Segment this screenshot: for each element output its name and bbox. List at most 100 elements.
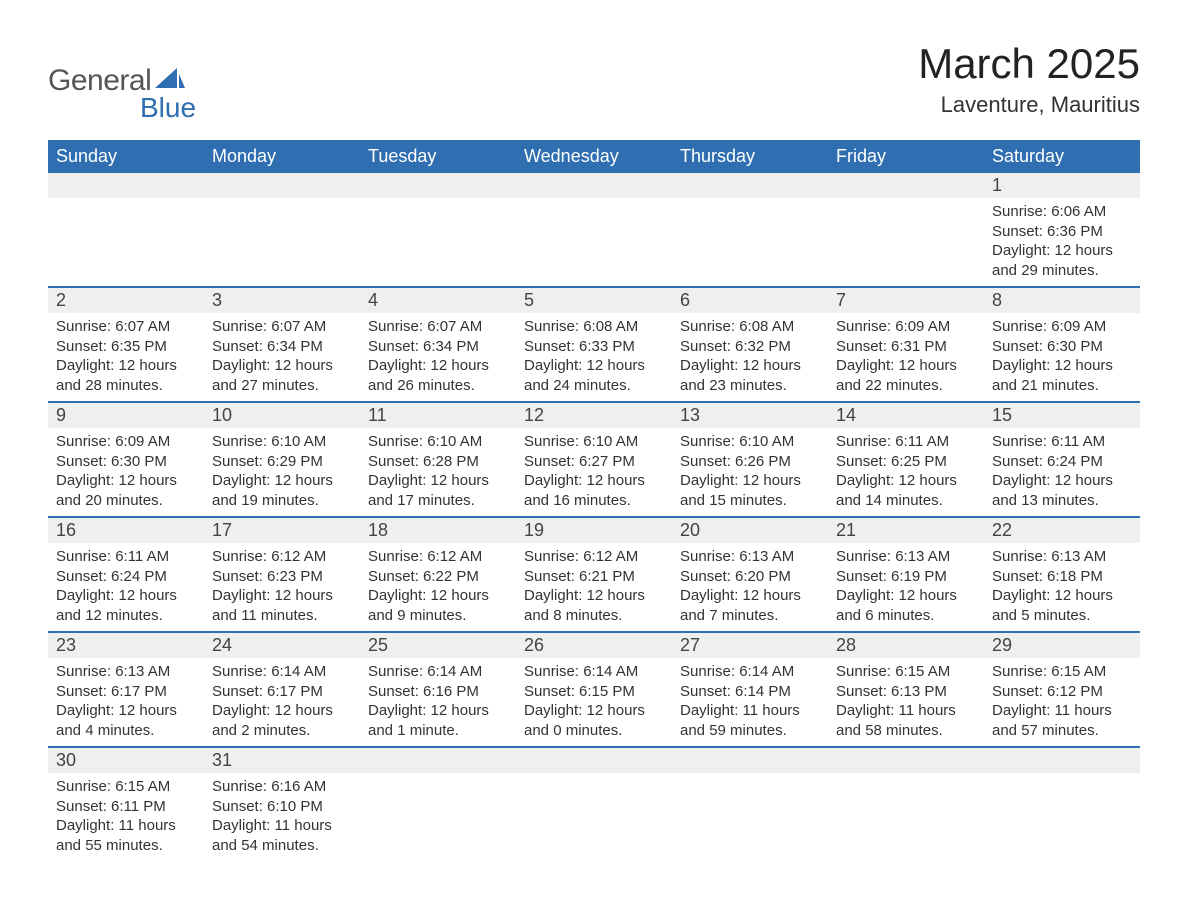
sunrise-text: Sunrise: 6:10 AM — [368, 432, 508, 452]
sunset-text: Sunset: 6:19 PM — [836, 567, 976, 587]
day-number-cell: 8 — [984, 287, 1140, 313]
daylight-text: Daylight: 12 hours and 19 minutes. — [212, 471, 352, 510]
day-number: 26 — [524, 635, 544, 655]
sunset-text: Sunset: 6:22 PM — [368, 567, 508, 587]
day-detail-cell — [360, 773, 516, 861]
sunset-text: Sunset: 6:17 PM — [56, 682, 196, 702]
day-number: 10 — [212, 405, 232, 425]
sunrise-text: Sunrise: 6:07 AM — [56, 317, 196, 337]
day-number-row: 23242526272829 — [48, 632, 1140, 658]
weekday-header: Sunday — [48, 140, 204, 173]
daylight-text: Daylight: 11 hours and 57 minutes. — [992, 701, 1132, 740]
day-detail-cell: Sunrise: 6:09 AMSunset: 6:31 PMDaylight:… — [828, 313, 984, 402]
day-detail-cell: Sunrise: 6:07 AMSunset: 6:34 PMDaylight:… — [204, 313, 360, 402]
daylight-text: Daylight: 12 hours and 17 minutes. — [368, 471, 508, 510]
day-detail-cell: Sunrise: 6:13 AMSunset: 6:19 PMDaylight:… — [828, 543, 984, 632]
day-detail-cell: Sunrise: 6:15 AMSunset: 6:12 PMDaylight:… — [984, 658, 1140, 747]
day-number-cell — [984, 747, 1140, 773]
daylight-text: Daylight: 12 hours and 9 minutes. — [368, 586, 508, 625]
day-number: 27 — [680, 635, 700, 655]
day-detail-cell: Sunrise: 6:14 AMSunset: 6:15 PMDaylight:… — [516, 658, 672, 747]
day-number-cell: 11 — [360, 402, 516, 428]
day-number: 8 — [992, 290, 1002, 310]
day-detail-row: Sunrise: 6:09 AMSunset: 6:30 PM Daylight:… — [48, 428, 1140, 517]
day-number-cell — [672, 173, 828, 198]
sunset-text: Sunset: 6:30 PM — [56, 452, 196, 472]
day-detail-row: Sunrise: 6:07 AMSunset: 6:35 PMDaylight:… — [48, 313, 1140, 402]
sunset-text: Sunset: 6:30 PM — [992, 337, 1132, 357]
day-detail-cell — [828, 198, 984, 287]
location-subtitle: Laventure, Mauritius — [918, 92, 1140, 118]
day-number: 4 — [368, 290, 378, 310]
daylight-text: Daylight: 11 hours and 59 minutes. — [680, 701, 820, 740]
day-detail-cell: Sunrise: 6:06 AMSunset: 6:36 PMDaylight:… — [984, 198, 1140, 287]
daylight-text: Daylight: 11 hours and 55 minutes. — [56, 816, 196, 855]
sunrise-text: Sunrise: 6:15 AM — [56, 777, 196, 797]
day-detail-cell — [828, 773, 984, 861]
daylight-text: Daylight: 12 hours and 27 minutes. — [212, 356, 352, 395]
day-detail-cell — [672, 198, 828, 287]
day-number-cell: 16 — [48, 517, 204, 543]
sunrise-text: Sunrise: 6:07 AM — [212, 317, 352, 337]
day-number-cell: 7 — [828, 287, 984, 313]
weekday-header: Friday — [828, 140, 984, 173]
day-number-cell — [516, 747, 672, 773]
day-number-cell: 15 — [984, 402, 1140, 428]
day-number: 28 — [836, 635, 856, 655]
daylight-text: Daylight: 12 hours and 12 minutes. — [56, 586, 196, 625]
day-detail-cell — [516, 198, 672, 287]
day-number-cell: 27 — [672, 632, 828, 658]
sail-icon — [155, 68, 185, 95]
day-detail-cell: Sunrise: 6:10 AMSunset: 6:28 PMDaylight:… — [360, 428, 516, 517]
day-detail-cell: Sunrise: 6:10 AMSunset: 6:26 PMDaylight:… — [672, 428, 828, 517]
day-detail-row: Sunrise: 6:06 AMSunset: 6:36 PMDaylight:… — [48, 198, 1140, 287]
sunset-text: Sunset: 6:13 PM — [836, 682, 976, 702]
daylight-text: Daylight: 11 hours and 58 minutes. — [836, 701, 976, 740]
day-number: 12 — [524, 405, 544, 425]
day-number-cell: 24 — [204, 632, 360, 658]
sunrise-text: Sunrise: 6:12 AM — [524, 547, 664, 567]
daylight-text: Daylight: 12 hours and 15 minutes. — [680, 471, 820, 510]
day-number-cell: 20 — [672, 517, 828, 543]
day-number: 19 — [524, 520, 544, 540]
day-detail-cell: Sunrise: 6:12 AMSunset: 6:22 PMDaylight:… — [360, 543, 516, 632]
day-number-row: 2345678 — [48, 287, 1140, 313]
sunrise-text: Sunrise: 6:12 AM — [368, 547, 508, 567]
day-number-cell: 23 — [48, 632, 204, 658]
day-number-cell: 12 — [516, 402, 672, 428]
daylight-text: Daylight: 12 hours and 2 minutes. — [212, 701, 352, 740]
sunrise-text: Sunrise: 6:10 AM — [680, 432, 820, 452]
day-detail-cell: Sunrise: 6:12 AMSunset: 6:23 PMDaylight:… — [204, 543, 360, 632]
day-number-cell — [360, 173, 516, 198]
day-detail-cell — [48, 198, 204, 287]
logo: General Blue — [48, 40, 196, 124]
day-detail-cell: Sunrise: 6:08 AMSunset: 6:32 PMDaylight:… — [672, 313, 828, 402]
sunset-text: Sunset: 6:26 PM — [680, 452, 820, 472]
day-detail-cell: Sunrise: 6:14 AMSunset: 6:16 PMDaylight:… — [360, 658, 516, 747]
sunrise-text: Sunrise: 6:09 AM — [56, 432, 196, 452]
sunrise-text: Sunrise: 6:14 AM — [680, 662, 820, 682]
day-detail-cell: Sunrise: 6:12 AMSunset: 6:21 PMDaylight:… — [516, 543, 672, 632]
day-number: 14 — [836, 405, 856, 425]
day-detail-cell: Sunrise: 6:10 AMSunset: 6:29 PMDaylight:… — [204, 428, 360, 517]
day-number: 23 — [56, 635, 76, 655]
day-detail-cell: Sunrise: 6:09 AMSunset: 6:30 PMDaylight:… — [48, 428, 204, 517]
day-number: 16 — [56, 520, 76, 540]
daylight-text: Daylight: 12 hours and 0 minutes. — [524, 701, 664, 740]
day-number-row: 16171819202122 — [48, 517, 1140, 543]
day-detail-cell: Sunrise: 6:09 AMSunset: 6:30 PMDaylight:… — [984, 313, 1140, 402]
day-number: 7 — [836, 290, 846, 310]
day-detail-cell — [516, 773, 672, 861]
day-number-cell: 3 — [204, 287, 360, 313]
sunset-text: Sunset: 6:32 PM — [680, 337, 820, 357]
daylight-text: Daylight: 12 hours and 28 minutes. — [56, 356, 196, 395]
day-number-cell: 28 — [828, 632, 984, 658]
day-detail-cell: Sunrise: 6:15 AMSunset: 6:13 PMDaylight:… — [828, 658, 984, 747]
daylight-text: Daylight: 12 hours and 21 minutes. — [992, 356, 1132, 395]
day-detail-cell: Sunrise: 6:13 AMSunset: 6:20 PMDaylight:… — [672, 543, 828, 632]
sunrise-text: Sunrise: 6:15 AM — [992, 662, 1132, 682]
sunrise-text: Sunrise: 6:16 AM — [212, 777, 352, 797]
daylight-text: Daylight: 12 hours and 5 minutes. — [992, 586, 1132, 625]
day-detail-cell — [360, 198, 516, 287]
sunset-text: Sunset: 6:18 PM — [992, 567, 1132, 587]
